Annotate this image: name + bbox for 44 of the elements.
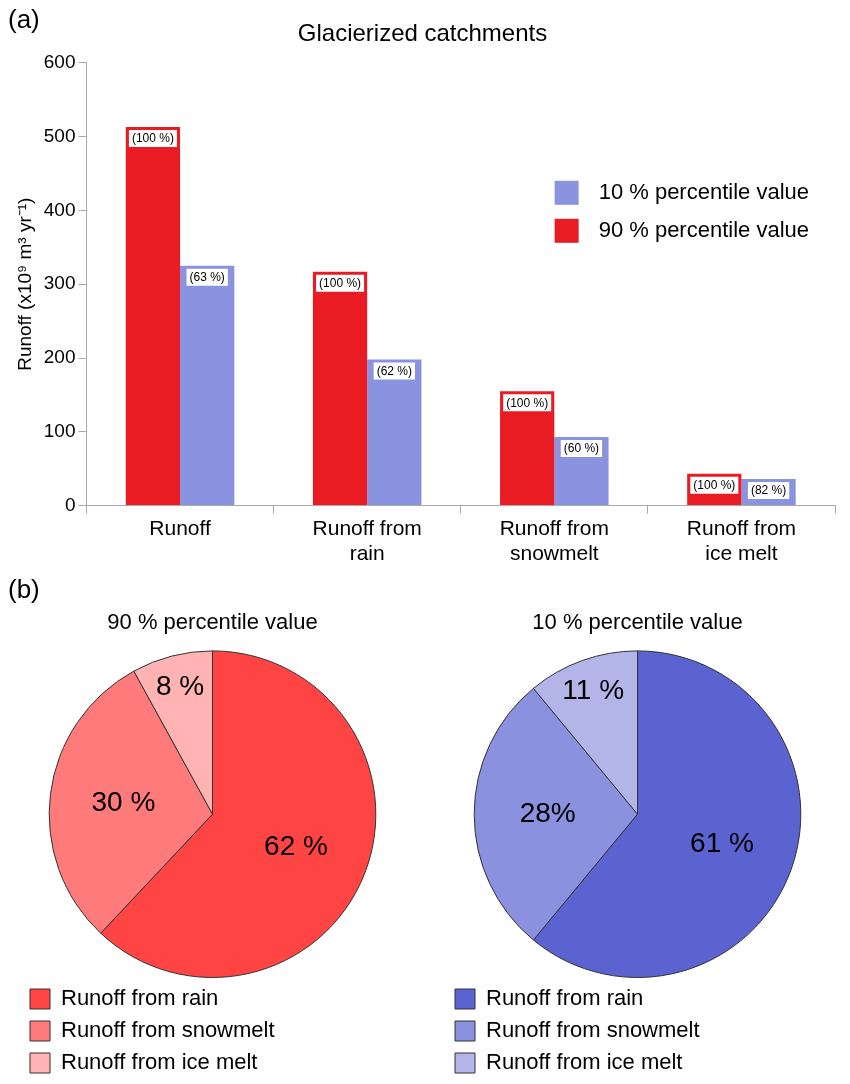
- legend-label: Runoff from snowmelt: [61, 1017, 275, 1043]
- legend-label: Runoff from ice melt: [486, 1049, 683, 1075]
- y-tick-label: 300: [43, 272, 76, 294]
- data-label: 8 %: [155, 670, 205, 702]
- legend-label: 90 % percentile value: [598, 216, 810, 242]
- legend-label: Runoff from ice melt: [61, 1049, 258, 1075]
- y-tick-label: 500: [43, 124, 76, 146]
- text: (b): [8, 574, 40, 605]
- legend-label: Runoff from rain: [486, 985, 644, 1011]
- y-tick-label: 0: [64, 493, 76, 515]
- data-label: 61 %: [690, 827, 754, 859]
- data-label: 30 %: [91, 785, 156, 817]
- x-tick-label: Runoff from snowmelt: [499, 516, 609, 565]
- bar: [180, 265, 235, 506]
- legend-label: Runoff from snowmelt: [486, 1017, 700, 1043]
- annotation: (100 %): [693, 478, 736, 493]
- bar: [500, 391, 555, 506]
- y-axis-title: Runoff (x10⁹ m³ yr⁻¹): [13, 197, 35, 371]
- y-tick-label: 600: [43, 51, 76, 73]
- x-tick-label: Runoff: [149, 516, 211, 539]
- y-tick-label: 400: [43, 198, 76, 220]
- annotation: (100 %): [131, 131, 174, 146]
- x-tick-label: Runoff from rain: [312, 516, 422, 565]
- x-tick-label: Runoff from ice melt: [686, 516, 797, 565]
- data-label: 28%: [519, 796, 576, 828]
- bar: [312, 271, 368, 506]
- bar: [125, 127, 181, 506]
- data-label: 62 %: [264, 829, 328, 861]
- annotation: (62 %): [376, 363, 412, 378]
- legend-label: Runoff from rain: [61, 985, 219, 1011]
- annotation: (100 %): [506, 395, 549, 410]
- chart-title: 10 % percentile value: [532, 609, 743, 635]
- legend-label: 10 % percentile value: [598, 178, 810, 204]
- data-label: 11 %: [562, 674, 625, 705]
- chart-title: Glacierized catchments: [297, 19, 548, 47]
- annotation: (100 %): [319, 275, 362, 290]
- y-tick-label: 100: [43, 420, 76, 442]
- annotation: (82 %): [750, 483, 787, 498]
- text: (a): [8, 4, 40, 35]
- bar: [367, 359, 422, 506]
- annotation: (63 %): [189, 270, 225, 285]
- chart-title: 90 % percentile value: [107, 609, 318, 635]
- y-tick-label: 200: [43, 346, 76, 368]
- annotation: (60 %): [563, 441, 600, 456]
